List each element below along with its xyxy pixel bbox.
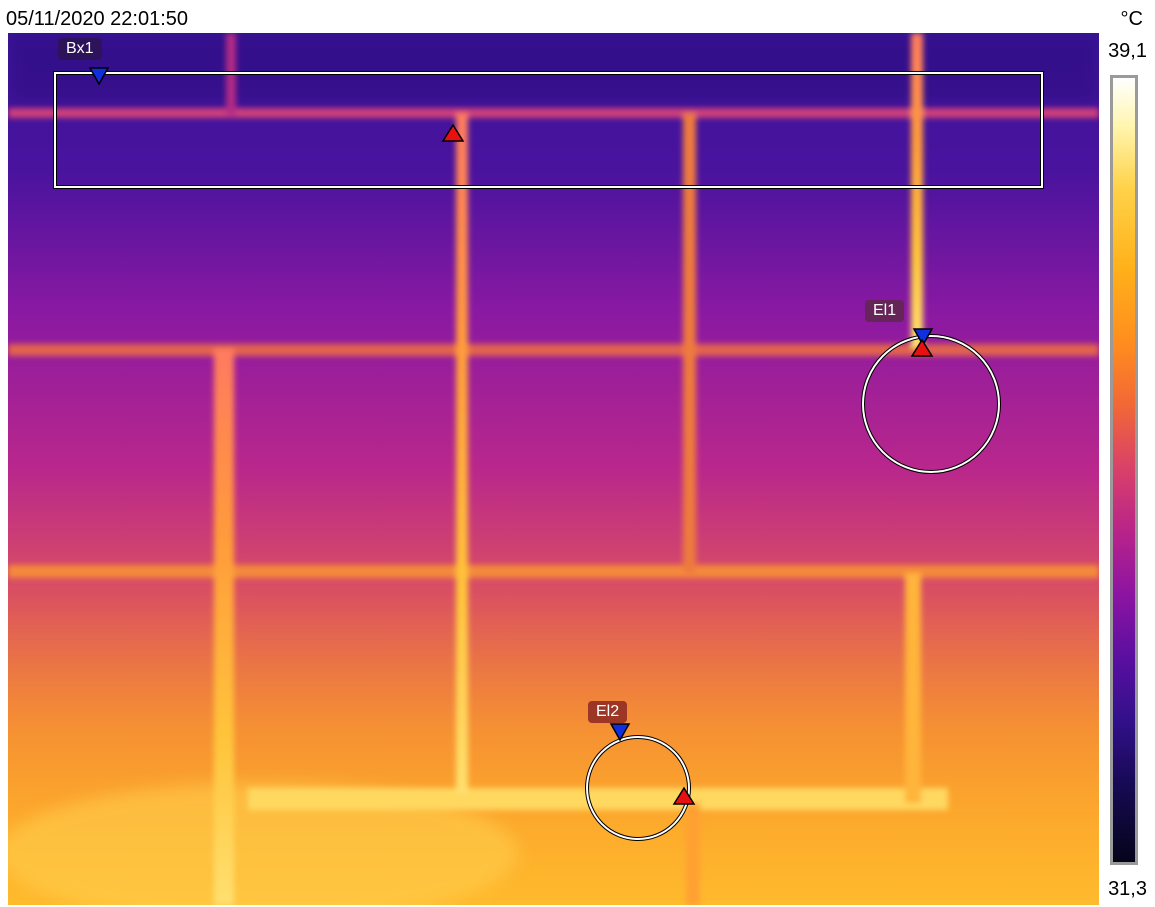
color-scale-bar: [1110, 75, 1138, 865]
joint-vertical: [683, 113, 696, 573]
ellipse-measurement-el1[interactable]: [862, 335, 1000, 473]
box-label-bx1[interactable]: Bx1: [58, 38, 102, 60]
hot-spot-marker-icon: [441, 123, 465, 142]
ellipse-measurement-el2[interactable]: [586, 736, 690, 840]
ellipse-label-el1[interactable]: El1: [865, 300, 905, 322]
joint-horizontal: [8, 565, 1099, 578]
joint-vertical: [214, 348, 234, 905]
cold-spot-marker-icon: [912, 328, 934, 347]
mortar-joints: [8, 33, 1099, 905]
box-measurement-bx1[interactable]: [54, 72, 1043, 188]
ellipse-label-el2[interactable]: El2: [588, 701, 628, 723]
capture-timestamp: 05/11/2020 22:01:50: [6, 8, 189, 30]
cold-spot-marker-icon: [88, 67, 110, 86]
joint-vertical: [905, 573, 921, 803]
joint-vertical: [911, 33, 923, 348]
joint-horizontal: [8, 344, 1099, 356]
hot-spot-area: [8, 783, 518, 905]
thermal-image[interactable]: [8, 33, 1099, 905]
joint-vertical: [456, 113, 468, 793]
hot-spot-marker-icon: [910, 338, 934, 357]
joint-horizontal: [248, 788, 948, 810]
cold-zone: [8, 33, 1099, 103]
hot-spot-marker-icon: [672, 786, 696, 805]
joint-vertical: [686, 803, 700, 905]
scale-max-value: 39,1: [1108, 40, 1147, 62]
joint-horizontal: [8, 108, 1099, 118]
cold-spot-marker-icon: [609, 723, 631, 742]
scale-min-value: 31,3: [1108, 878, 1147, 900]
temperature-unit: °C: [1120, 8, 1143, 30]
